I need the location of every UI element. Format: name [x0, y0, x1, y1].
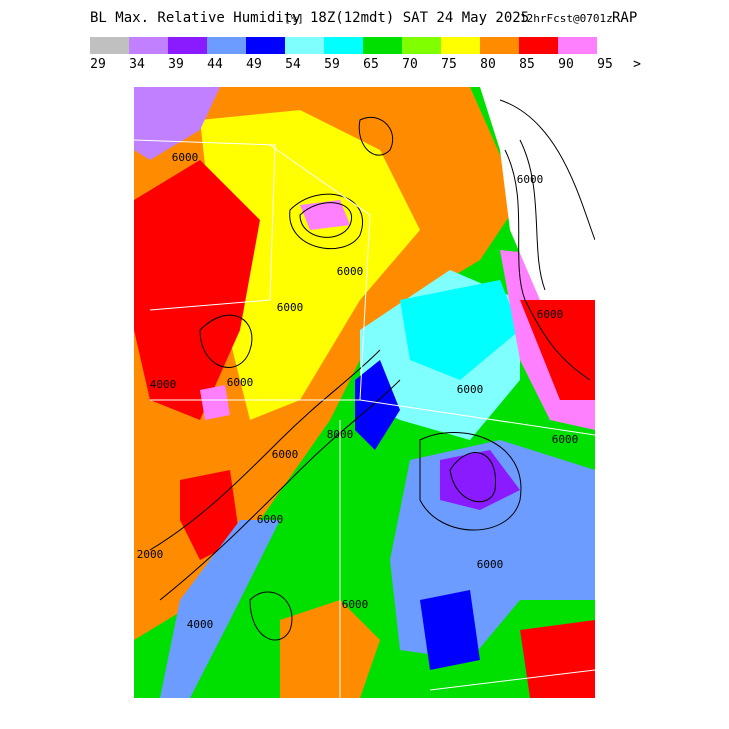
colorbar-label: 85	[519, 57, 535, 72]
humidity-region	[420, 590, 480, 670]
title-forecast: 12hrFcst@0701z	[520, 12, 613, 25]
colorbar-swatch	[207, 37, 246, 54]
contour-label: 6000	[337, 265, 364, 278]
contours	[149, 99, 595, 641]
colorbar-overflow: >	[633, 57, 641, 72]
humidity-region	[355, 360, 400, 450]
contour-label: 6000	[277, 301, 304, 314]
colorbar-swatch	[168, 37, 207, 54]
colorbar-label: 75	[441, 57, 457, 72]
contour-label: 6000	[257, 513, 284, 526]
colorbar-label: 90	[558, 57, 574, 72]
colorbar-label: 29	[90, 57, 106, 72]
contour-label: 6000	[272, 448, 299, 461]
title-model: RAP	[612, 10, 637, 26]
humidity-region	[480, 87, 595, 300]
humidity-region	[520, 620, 595, 698]
contour-label: 4000	[150, 378, 177, 391]
title: BL Max. Relative Humidity [%] 18Z(12mdt)…	[90, 10, 637, 26]
map	[134, 87, 595, 698]
colorbar: 29 34 39 44 49 54 59 65 70 75 80 85 90 95 >	[90, 37, 641, 72]
colorbar-label: 44	[207, 57, 223, 72]
contour-label: 6000	[517, 173, 544, 186]
humidity-region	[400, 280, 520, 380]
contour-label: 8000	[327, 428, 354, 441]
colorbar-swatch	[558, 37, 597, 54]
humidity-region	[200, 110, 420, 420]
colorbar-swatch	[246, 37, 285, 54]
title-units: [%]	[284, 12, 304, 25]
humidity-region	[134, 87, 220, 160]
humidity-region	[200, 385, 230, 420]
colorbar-label: 95	[597, 57, 613, 72]
contour-label: 6000	[342, 598, 369, 611]
colorbar-label: 54	[285, 57, 301, 72]
humidity-region	[300, 200, 350, 230]
contour-label: 6000	[552, 433, 579, 446]
colorbar-swatch	[480, 37, 519, 54]
contour-label: 6000	[457, 383, 484, 396]
borders	[134, 139, 595, 698]
humidity-region	[134, 160, 260, 420]
colorbar-label: 39	[168, 57, 184, 72]
colorbar-label: 80	[480, 57, 496, 72]
colorbar-label: 59	[324, 57, 340, 72]
contour-label: 6000	[227, 376, 254, 389]
title-time: 18Z(12mdt) SAT 24 May 2025	[310, 10, 529, 26]
title-field: BL Max. Relative Humidity	[90, 10, 301, 26]
colorbar-label: 49	[246, 57, 262, 72]
colorbar-swatch	[363, 37, 402, 54]
contour-label: 6000	[537, 308, 564, 321]
colorbar-swatch	[324, 37, 363, 54]
colorbar-swatch	[285, 37, 324, 54]
contour-label: 4000	[187, 618, 214, 631]
humidity-region	[160, 520, 280, 698]
colorbar-swatch	[519, 37, 558, 54]
colorbar-label: 34	[129, 57, 145, 72]
colorbar-swatch	[441, 37, 480, 54]
contour-label: 2000	[137, 548, 164, 561]
humidity-region	[440, 450, 520, 510]
humidity-region	[280, 600, 380, 698]
contour-label: 6000	[477, 558, 504, 571]
colorbar-label: 65	[363, 57, 379, 72]
contour-label: 6000	[172, 151, 199, 164]
contour-labels: 6000 6000 4000 6000 6000 6000 2000 6000 6000 6000…	[137, 151, 579, 631]
colorbar-swatch	[90, 37, 129, 54]
colorbar-swatch	[402, 37, 441, 54]
colorbar-swatch	[129, 37, 168, 54]
colorbar-label: 70	[402, 57, 418, 72]
